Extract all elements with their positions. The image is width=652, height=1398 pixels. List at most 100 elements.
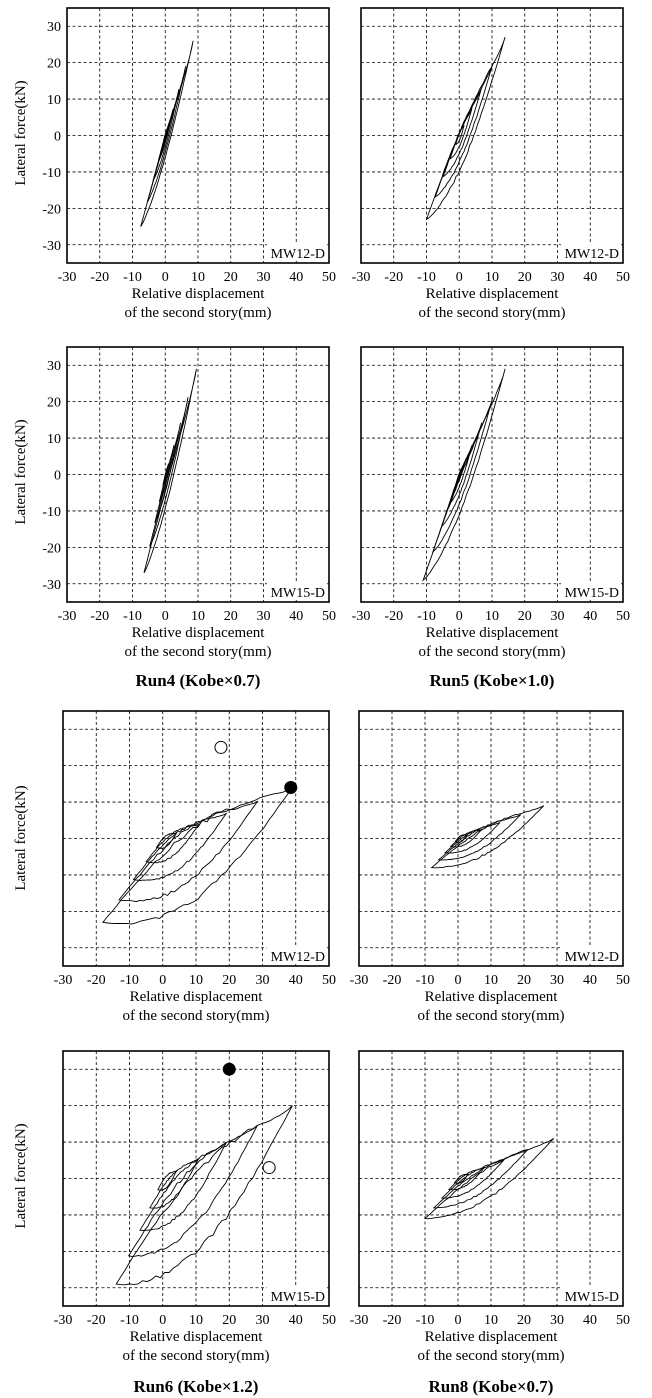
run-caption: Run5 (Kobe×1.0) [430,671,555,690]
hysteresis-loop [453,1173,470,1184]
x-tick-label: -30 [350,973,369,988]
x-tick-label: -20 [87,1313,106,1328]
tag-background [267,582,327,600]
x-tick-label: 50 [616,270,630,285]
specimen-tag: MW15-D [271,586,325,601]
specimen-tag: MW12-D [271,950,325,965]
x-tick-label: 0 [162,609,169,624]
x-tick-label: 20 [222,973,236,988]
x-tick-label: 0 [456,270,463,285]
x-tick-label: 50 [322,1313,336,1328]
x-tick-label: 30 [550,1313,564,1328]
hysteresis-loop [449,108,473,160]
x-axis-label: Relative displacement [132,286,266,302]
x-tick-label: 30 [257,609,271,624]
x-tick-label: -20 [90,609,109,624]
y-axis-label: Lateral force(kN) [13,785,29,890]
hysteresis-loop [440,422,483,528]
x-tick-label: -10 [123,609,142,624]
tag-background [561,582,621,600]
hysteresis-loop [132,812,228,882]
x-tick-label: 30 [551,609,565,624]
hysteresis-loop [143,368,197,574]
x-axis-label-line2: of the second story(mm) [122,1008,269,1024]
x-tick-label: 0 [455,1313,462,1328]
failure-marker-filled [222,1062,236,1076]
x-axis-label-line2: of the second story(mm) [418,305,565,321]
hysteresis-loop [431,397,494,554]
x-tick-label: 0 [162,270,169,285]
x-tick-label: 50 [322,609,336,624]
x-tick-label: 30 [550,973,564,988]
x-tick-label: 30 [256,973,270,988]
tag-background [561,946,621,964]
specimen-tag: MW12-D [565,950,619,965]
plot-frame [360,7,624,264]
y-axis-label: Lateral force(kN) [13,1123,29,1228]
x-tick-label: 50 [322,270,336,285]
chart-panel-3: -30 -20 -10 0 10 20 30 40 50 30 20 10 0 -10 -20 -30 Rela… [13,346,336,690]
x-tick-label: 0 [456,609,463,624]
x-tick-label: -30 [352,609,371,624]
y-tick-label: -20 [42,541,61,556]
x-tick-label: 20 [222,1313,236,1328]
x-tick-label: -10 [417,270,436,285]
specimen-tag: MW15-D [271,1290,325,1305]
hysteresis-loop [118,800,258,903]
x-tick-label: -30 [54,1313,73,1328]
x-axis-label: Relative displacement [426,625,560,641]
hysteresis-loop [155,832,178,849]
x-tick-label: -20 [87,973,106,988]
x-axis-label-line2: of the second story(mm) [417,1348,564,1364]
x-axis-label: Relative displacement [426,286,560,302]
x-tick-label: -30 [350,1313,369,1328]
hysteresis-loop [423,1138,555,1220]
x-tick-label: 20 [518,270,532,285]
x-tick-label: 10 [191,609,205,624]
x-tick-label: 10 [191,270,205,285]
x-tick-label: -10 [416,973,435,988]
y-tick-label: 10 [47,93,61,108]
plot-frame [358,1050,624,1307]
x-tick-label: 30 [551,270,565,285]
y-axis-label: Lateral force(kN) [13,80,29,185]
chart-panel-2: -30 -20 -10 0 10 20 30 40 50 Relative displacemen… [352,7,630,321]
x-tick-label: 40 [289,609,303,624]
x-tick-label: 50 [616,1313,630,1328]
y-tick-label: -10 [42,166,61,181]
x-tick-label: 20 [518,609,532,624]
chart-panel-8: -30 -20 -10 0 10 20 30 40 50 Relative displacemen… [350,1050,630,1396]
y-tick-label: -30 [42,578,61,593]
chart-panel-1: -30 -20 -10 0 10 20 30 40 50 30 20 10 0 -10 -20 -30 Rela… [13,7,336,321]
specimen-tag: MW12-D [271,247,325,262]
x-tick-label: 50 [616,973,630,988]
x-axis-label-line2: of the second story(mm) [417,1008,564,1024]
x-tick-label: 20 [224,609,238,624]
x-tick-label: -20 [383,973,402,988]
hysteresis-loop [140,40,194,227]
x-axis-label: Relative displacement [130,989,264,1005]
x-tick-label: -30 [58,609,77,624]
hysteresis-loop [437,814,522,861]
y-tick-label: 30 [47,359,61,374]
run-caption: Run4 (Kobe×0.7) [136,671,261,690]
x-tick-label: -10 [120,1313,139,1328]
tag-background [267,243,327,261]
x-axis-label-line2: of the second story(mm) [122,1348,269,1364]
chart-panel-5: -30 -20 -10 0 10 20 30 40 50 Relative displacemen… [13,710,336,1024]
x-tick-label: -20 [384,609,403,624]
x-tick-label: -10 [416,1313,435,1328]
specimen-tag: MW15-D [565,1290,619,1305]
x-tick-label: 30 [257,270,271,285]
x-axis-label-line2: of the second story(mm) [418,644,565,660]
tag-background [267,946,327,964]
y-tick-label: 0 [54,130,61,145]
x-tick-label: -10 [417,609,436,624]
x-tick-label: -20 [383,1313,402,1328]
y-tick-label: -10 [42,505,61,520]
x-tick-label: 20 [224,270,238,285]
hysteresis-loop [127,1124,258,1257]
plot-frame [358,710,624,967]
x-tick-label: -30 [58,270,77,285]
x-tick-label: 30 [256,1313,270,1328]
